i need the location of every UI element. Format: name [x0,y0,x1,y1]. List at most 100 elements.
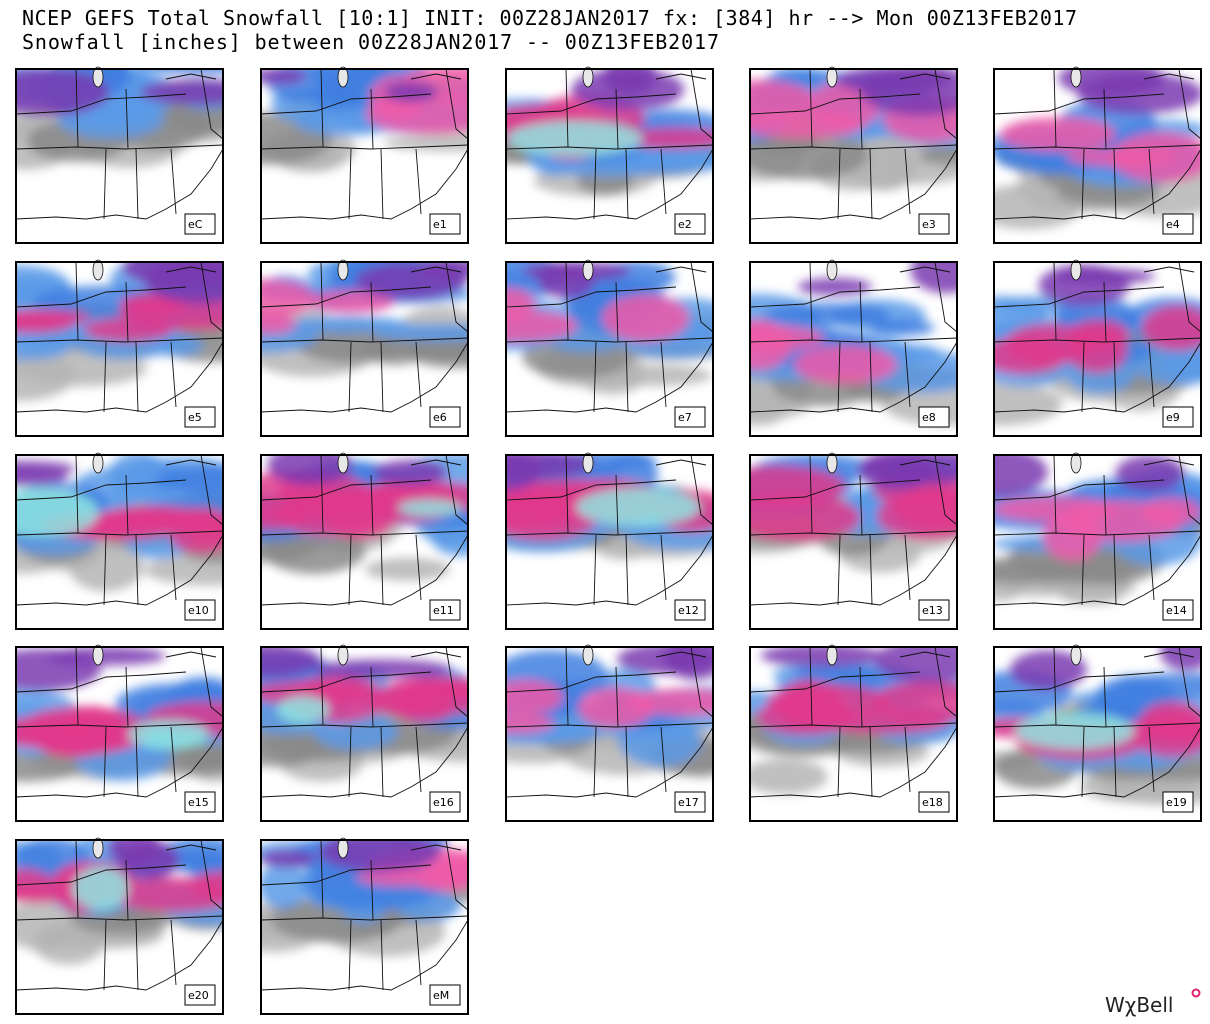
state-border [655,651,707,658]
map-panel: e16 [260,644,469,822]
state-border [625,148,629,220]
state-border [1103,666,1107,728]
state-border [615,666,619,728]
state-border [593,148,597,220]
state-border [749,722,958,728]
snow-contour [763,302,891,327]
panel-label: e5 [188,411,202,424]
state-border [135,148,139,220]
map-panel: e2 [505,66,714,244]
panel-label: e17 [678,796,699,809]
state-border [135,341,139,413]
map-panel: eM [260,837,469,1015]
map-panel: e20 [15,837,224,1015]
snowfall-field [261,455,468,581]
state-border [15,93,187,115]
snow-contour [873,647,957,682]
state-border [837,726,841,798]
state-border [103,726,107,798]
snow-contour [506,680,564,715]
snow-contour [383,134,468,152]
state-border [135,726,139,798]
state-border [370,88,374,150]
snow-contour [1015,712,1135,750]
snow-contour [261,507,306,530]
state-border [593,341,597,413]
snow-contour [71,866,130,910]
state-border [445,454,469,526]
label-box [674,213,706,235]
label-box [429,984,461,1006]
lake-michigan [92,452,104,474]
snow-contour [83,317,173,342]
snow-contour [308,290,394,314]
snow-contour [858,455,935,490]
state-border [859,88,863,150]
snowfall-field [261,69,468,173]
map-panel: e11 [260,452,469,630]
snow-contour [868,319,935,337]
panel-frame [993,261,1202,437]
snow-contour [601,294,689,342]
state-border [320,454,324,534]
state-border [15,864,187,886]
state-border [505,479,677,501]
state-border [348,341,352,413]
label-box [674,599,706,621]
state-border [103,919,107,991]
snow-contour [127,720,210,750]
state-border [445,261,469,333]
state-border [690,261,714,333]
state-border [993,93,1165,115]
state-border [505,722,714,728]
state-border [380,148,384,220]
state-border [809,261,813,341]
lake-michigan [582,259,594,281]
state-border [320,261,324,341]
lake-michigan [337,259,349,281]
state-border [260,286,432,308]
state-border [103,148,107,220]
snow-contour [377,676,468,715]
state-border [505,337,714,343]
map-panel: e15 [15,644,224,822]
snowfall-field [994,69,1201,230]
state-border [410,651,462,658]
label-box [184,406,216,428]
state-border [749,479,921,501]
snow-contour [16,751,85,782]
snowfall-field [261,647,468,782]
lake-michigan [1070,259,1082,281]
snow-contour [847,137,957,185]
state-border [75,454,79,534]
state-border [125,281,129,343]
state-border [370,281,374,343]
state-border [260,144,469,150]
snow-contour [760,647,883,668]
state-border [869,148,873,220]
panel-frame [993,68,1202,244]
logo: WχBell [1105,993,1173,1017]
panel-grid: eC e1 e2 e3 e4 e5 e6 e7 e8 e9 e10 e11 e12 e13 e14 e15 e1… [15,66,1202,1015]
state-border [380,341,384,413]
snow-contour [417,874,468,892]
snowfall-field [261,262,468,377]
panel-frame [749,646,958,822]
label-box [429,599,461,621]
state-border [505,534,714,606]
snow-contour [143,69,223,74]
state-border [75,261,79,341]
state-border [1053,68,1057,148]
snow-contour [1142,305,1201,351]
lake-michigan [337,644,349,666]
state-border [1103,474,1107,536]
state-border [809,68,813,148]
snowfall-field [16,647,223,783]
state-border [103,341,107,413]
state-border [993,722,1202,728]
state-border [505,93,677,115]
snow-contour [261,313,297,334]
lake-michigan [337,66,349,88]
map-panel: e1 [260,66,469,244]
state-border [320,839,324,919]
